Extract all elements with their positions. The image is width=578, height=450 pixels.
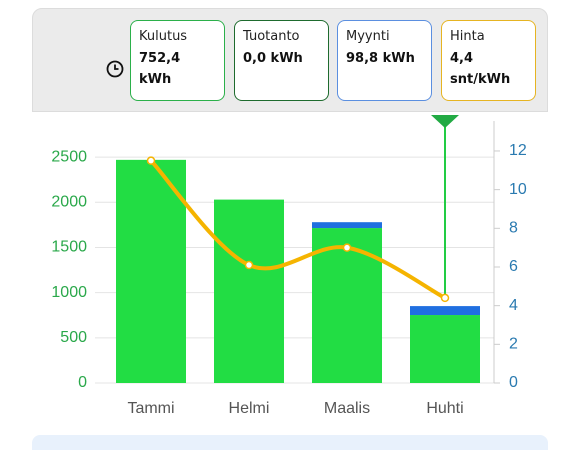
x-tick-label: Tammi [127,400,174,417]
price-point [146,156,156,165]
y-tick-label: 2000 [51,194,87,211]
bar [116,159,186,383]
card-value: 98,8 kWh [346,51,415,66]
summary-card[interactable]: Kulutus 752,4 kWh [130,20,225,101]
x-tick-label: Helmi [229,400,270,417]
price-point [440,293,450,303]
bar [410,315,480,383]
y-tick-label: 1500 [51,239,87,256]
chart: 0 500 1000 1500 2000 2500 0 2 4 6 8 10 12 Tammi Helmi M… [51,115,527,417]
price-line [149,158,447,300]
bottom-panel [32,435,548,450]
bar [410,306,480,316]
y-tick-label: 2500 [51,148,87,165]
card-value: 0,0 kWh [243,51,303,66]
price-point [244,260,254,270]
bar [312,222,382,229]
x-tick-label: Huhti [426,400,463,417]
y2-tick-label: 12 [509,142,527,159]
y2-tick-label: 0 [509,374,518,391]
y2-tick-label: 6 [509,258,518,275]
summary-card[interactable]: Tuotanto 0,0 kWh [234,20,329,101]
card-value: 752,4 kWh [139,51,181,87]
card-label: Tuotanto [243,29,300,44]
y-tick-label: 1000 [51,284,87,301]
card-value: 4,4 snt/kWh [450,51,511,87]
selection-marker [431,115,459,128]
summary-card[interactable]: Hinta 4,4 snt/kWh [441,20,536,101]
card-label: Myynti [346,29,390,44]
bar [214,199,284,383]
y2-tick-label: 10 [509,181,527,198]
x-tick-label: Maalis [324,400,370,417]
price-point [342,243,352,252]
y2-tick-label: 2 [509,336,518,353]
y-tick-label: 0 [78,374,87,391]
y2-tick-label: 4 [509,297,518,314]
y-tick-label: 500 [60,329,87,346]
clock-icon[interactable] [105,59,125,79]
card-label: Hinta [450,29,485,44]
y2-tick-label: 8 [509,220,518,237]
card-label: Kulutus [139,29,188,44]
summary-card[interactable]: Myynti 98,8 kWh [337,20,432,101]
